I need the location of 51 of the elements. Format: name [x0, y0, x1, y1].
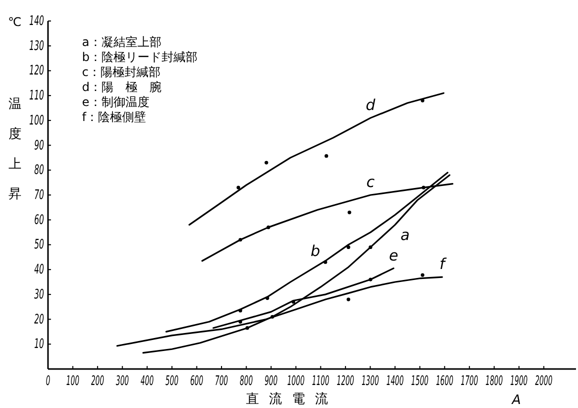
annotation: b：陰極リード封緘部	[82, 50, 198, 64]
y-tick-label: 60	[34, 212, 44, 228]
x-tick-label: 0	[46, 374, 50, 389]
y-tick-label: 100	[29, 112, 44, 128]
x-tick-label: 500	[165, 374, 179, 389]
y-tick-label: 80	[34, 162, 44, 178]
x-tick-label: 1900	[510, 374, 528, 389]
x-tick-label: 200	[91, 374, 104, 389]
x-tick-label: 400	[140, 374, 154, 389]
x-tick-label: 1300	[362, 374, 380, 389]
x-tick-label: 700	[215, 374, 228, 389]
x-tick-label: 1000	[287, 374, 305, 389]
y-tick-label: 120	[29, 62, 44, 78]
x-tick-label: 1800	[486, 374, 504, 389]
annotation: f：陰極側壁	[82, 110, 146, 124]
x-tick-label: 800	[240, 374, 254, 389]
x-tick-label: 1200	[336, 374, 354, 389]
x-tick-label: 1400	[386, 374, 404, 389]
y-tick-label: 40	[34, 261, 44, 278]
x-axis-title: 直流電流	[246, 391, 338, 407]
y-tick-label: 140	[29, 12, 44, 29]
annotation: d：陽 極 腕	[82, 80, 162, 94]
y-tick-label: 110	[29, 87, 44, 104]
x-tick-label: 1700	[460, 374, 478, 389]
annotation: f	[440, 255, 448, 274]
annotation: e	[388, 246, 398, 264]
x-tick-label: 600	[190, 374, 204, 389]
x-tick-label: 2000	[535, 374, 553, 389]
x-tick-label: 900	[264, 374, 278, 389]
y-axis-title: 温度上昇	[8, 97, 22, 202]
text: ℃	[8, 15, 22, 29]
y-tick-label: 130	[29, 38, 44, 54]
annotation: e：制御温度	[82, 95, 150, 109]
x-tick-label: 1500	[411, 374, 429, 389]
text: A	[511, 393, 521, 408]
annotation: a：凝結室上部	[82, 35, 162, 49]
y-tick-label: 70	[34, 186, 44, 203]
y-tick-label: 90	[34, 137, 44, 153]
x-tick-label: 100	[66, 374, 80, 389]
y-tick-label: 10	[34, 336, 44, 352]
x-tick-label: 1600	[436, 374, 454, 389]
annotation: c：陽極封緘部	[82, 65, 161, 79]
annotation: a	[400, 226, 410, 244]
y-tick-label: 20	[34, 311, 44, 327]
annotation: b	[310, 242, 320, 260]
annotation: c	[366, 173, 376, 191]
y-tick-label: 50	[34, 236, 44, 252]
y-tick-label: 30	[34, 286, 44, 302]
x-tick-label: 1100	[312, 374, 330, 389]
x-tick-label: 300	[116, 374, 130, 389]
annotation: d	[366, 96, 376, 114]
